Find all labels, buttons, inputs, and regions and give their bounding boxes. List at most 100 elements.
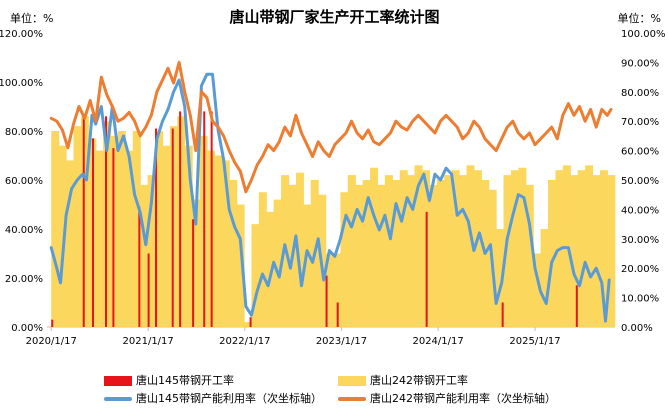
bar-242-rate (429, 184, 438, 327)
bar-242-rate (51, 131, 60, 327)
point-242-capacity (356, 132, 358, 134)
point-145-capacity (604, 320, 607, 322)
point-242-capacity (361, 138, 364, 140)
point-242-capacity (389, 132, 392, 134)
point-145-capacity (423, 173, 425, 175)
point-242-capacity (445, 114, 447, 117)
bar-242-rate (258, 192, 267, 327)
point-242-capacity (261, 155, 264, 158)
point-145-capacity (367, 196, 370, 199)
bar-145-rate (210, 111, 213, 328)
point-145-capacity (322, 279, 325, 281)
bar-242-rate (80, 116, 89, 327)
point-145-capacity (539, 290, 542, 293)
bar-242-rate (214, 155, 223, 327)
bar-242-rate (132, 131, 141, 327)
bar-242-rate (192, 199, 201, 327)
point-242-capacity (172, 82, 175, 84)
point-145-capacity (55, 267, 58, 270)
bar-242-rate (221, 160, 230, 327)
point-145-capacity (489, 243, 492, 246)
point-242-capacity (328, 155, 331, 158)
point-242-capacity (122, 117, 125, 120)
point-242-capacity (222, 135, 225, 137)
bar-145-rate (501, 302, 504, 327)
bar-242-rate (332, 253, 342, 327)
point-145-capacity (65, 214, 67, 217)
point-145-capacity (395, 202, 397, 205)
bar-242-rate (473, 170, 482, 327)
point-145-capacity (50, 246, 53, 249)
point-145-capacity (361, 220, 364, 222)
point-242-capacity (350, 120, 353, 122)
bar-145-rate (82, 116, 85, 327)
bar-145-rate (575, 285, 578, 327)
point-145-capacity (250, 314, 253, 317)
point-242-capacity (72, 123, 75, 125)
point-145-capacity (550, 261, 553, 264)
point-242-capacity (317, 140, 319, 143)
point-145-capacity (600, 282, 603, 284)
point-145-capacity (289, 267, 292, 270)
point-242-capacity (456, 126, 458, 128)
point-242-capacity (217, 126, 219, 128)
point-242-capacity (528, 132, 531, 134)
point-242-capacity (610, 108, 612, 111)
bar-242-rate (399, 170, 408, 327)
point-242-capacity (94, 120, 97, 122)
point-145-capacity (261, 273, 264, 275)
point-145-capacity (456, 214, 458, 217)
bar-242-rate (325, 253, 334, 327)
bar-242-rate (392, 180, 401, 327)
point-145-capacity (128, 155, 130, 158)
legend-swatch-242-rate (338, 376, 366, 386)
bar-242-rate (444, 175, 453, 327)
point-145-capacity (434, 173, 436, 175)
point-242-capacity (534, 143, 536, 146)
bar-242-rate (451, 170, 460, 327)
point-242-capacity (523, 138, 525, 140)
bar-145-rate (336, 302, 339, 327)
chart-plot: 0.00% 20.00% 40.00% 60.00% 80.00% 100.00% 120.… (0, 29, 666, 347)
y-left-tick-label: 0.00% (11, 323, 43, 334)
point-145-capacity (345, 214, 347, 217)
line-group (49, 60, 613, 323)
y-left-tick-label: 40.00% (5, 225, 43, 236)
point-145-capacity (384, 214, 386, 217)
point-242-capacity (245, 190, 247, 193)
point-242-capacity (506, 126, 509, 128)
bar-242-rate (184, 145, 193, 327)
point-145-capacity (150, 202, 153, 205)
point-145-capacity (256, 290, 258, 293)
point-145-capacity (278, 276, 281, 278)
point-145-capacity (239, 238, 242, 240)
point-145-capacity (495, 302, 497, 305)
legend-swatch-242-capacity (338, 397, 366, 401)
point-242-capacity (334, 143, 336, 146)
bar-242-rate (340, 192, 349, 327)
point-242-capacity (550, 126, 553, 128)
y-left-tick-label: 60.00% (5, 176, 43, 187)
point-242-capacity (478, 126, 481, 128)
point-145-capacity (317, 238, 319, 240)
point-242-capacity (473, 120, 475, 122)
bar-242-rate (155, 131, 164, 327)
point-145-capacity (144, 243, 147, 246)
point-242-capacity (378, 143, 381, 146)
bar-242-rate (236, 204, 245, 327)
point-242-capacity (450, 120, 453, 122)
point-145-capacity (156, 138, 158, 140)
bar-242-rate (599, 170, 608, 327)
bar-242-rate (73, 126, 82, 327)
point-242-capacity (345, 132, 347, 134)
chart-title: 唐山带钢厂家生产开工率统计图 (229, 8, 440, 26)
point-242-capacity (267, 143, 269, 146)
x-tick-label: 2021/1/17 (123, 336, 174, 347)
point-145-capacity (267, 285, 269, 287)
point-242-capacity (183, 91, 186, 93)
legend-swatch-145-capacity (104, 397, 132, 401)
point-145-capacity (85, 179, 88, 181)
point-242-capacity (228, 149, 230, 152)
bar-145-rate (425, 211, 428, 327)
